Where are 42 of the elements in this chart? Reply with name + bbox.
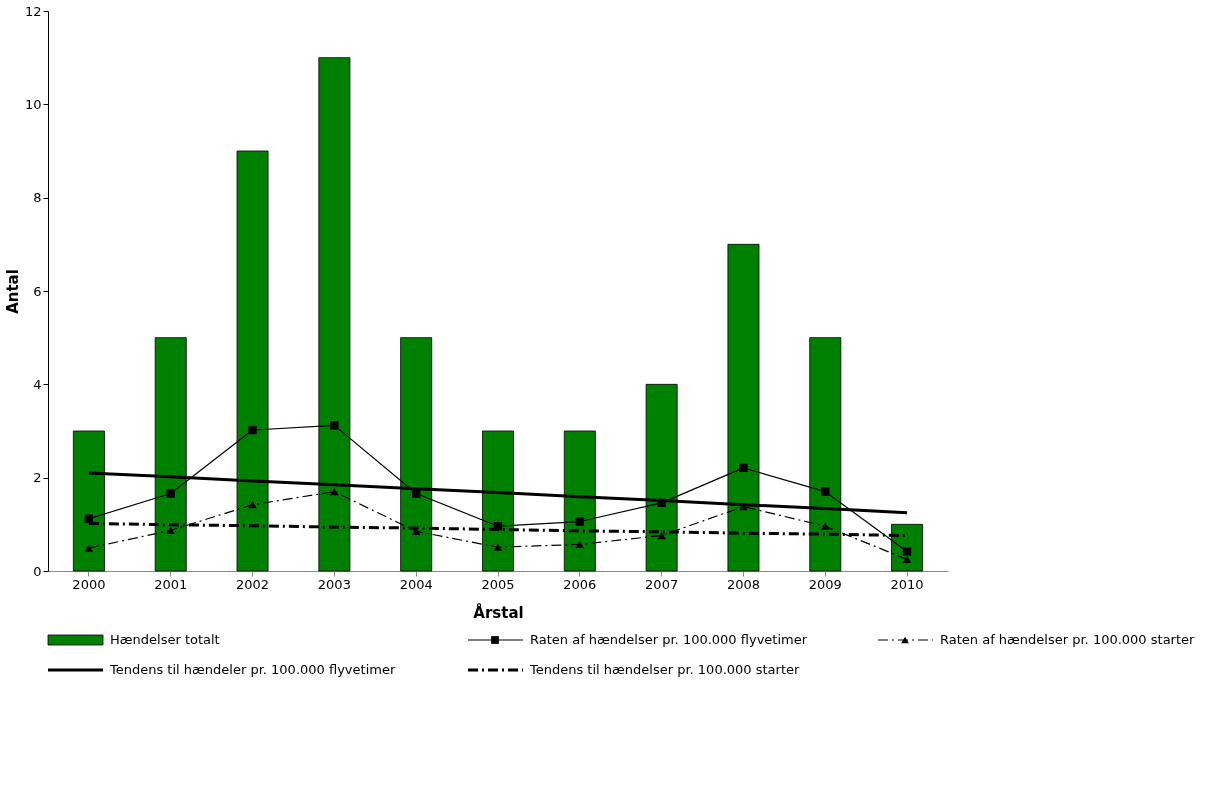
x-tick-label: 2009 <box>808 576 842 592</box>
point <box>821 487 830 496</box>
x-tick-label: 2008 <box>726 576 760 592</box>
point <box>821 522 830 530</box>
point <box>248 501 257 509</box>
x-tick-label: 2001 <box>154 576 188 592</box>
x-tick-label: 2000 <box>72 576 106 592</box>
x-tick-label: 2002 <box>236 576 270 592</box>
y-tick-label: 6 <box>33 283 42 299</box>
point <box>902 547 912 556</box>
point <box>657 531 666 540</box>
point <box>493 543 503 551</box>
point <box>330 421 339 430</box>
point <box>84 544 94 552</box>
y-axis-title: Antal <box>3 269 22 314</box>
y-tick-label: 12 <box>24 3 42 19</box>
x-axis-title: Årstal <box>473 602 524 622</box>
point <box>248 425 257 435</box>
point <box>330 488 339 496</box>
y-tick-label: 10 <box>24 96 42 112</box>
x-tick-label: 2007 <box>645 576 679 592</box>
legend-label: Raten af hændelser pr. 100.000 starter <box>940 632 1196 647</box>
legend-label: Hændelser totalt <box>110 632 220 647</box>
y-tick-label: 0 <box>33 563 42 579</box>
legend-label: Tendens til hændeler pr. 100.000 flyvetimer <box>109 662 396 677</box>
y-tick-label: 8 <box>33 190 42 206</box>
y-tick-label: 2 <box>33 470 42 486</box>
point <box>575 517 584 526</box>
x-tick-label: 2004 <box>399 576 433 592</box>
legend-label: Tendens til hændelser pr. 100.000 starter <box>529 662 801 677</box>
legend-label: Raten af hændelser pr. 100.000 flyvetimer <box>530 632 808 647</box>
x-tick-label: 2003 <box>317 576 351 592</box>
point <box>739 463 748 473</box>
x-tick-label: 2006 <box>563 576 597 592</box>
x-tick-label: 2005 <box>481 576 515 592</box>
point <box>902 555 912 563</box>
y-tick-label: 4 <box>33 376 42 392</box>
x-tick-label: 2010 <box>890 576 924 592</box>
point <box>166 489 175 498</box>
point <box>166 526 175 535</box>
point <box>412 489 421 498</box>
point <box>575 540 584 549</box>
